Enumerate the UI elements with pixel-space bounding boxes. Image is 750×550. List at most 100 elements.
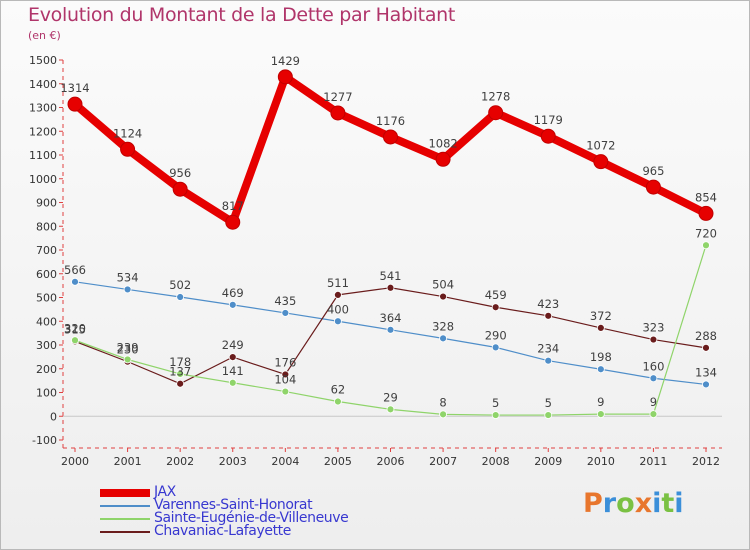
y-tick-label: 200 [36, 363, 57, 376]
y-tick-label: 700 [36, 244, 57, 257]
y-tick-label: 1000 [29, 173, 57, 186]
brand-letter: P [583, 488, 603, 519]
x-tick-label: 2008 [482, 455, 510, 468]
data-label: 178 [169, 355, 191, 369]
data-point [228, 300, 237, 309]
y-tick-label: -100 [32, 434, 57, 447]
data-point [172, 181, 188, 197]
data-point [123, 285, 132, 294]
data-label: 1277 [323, 90, 352, 104]
data-label: 469 [222, 286, 244, 300]
data-point [67, 96, 83, 112]
data-point [491, 411, 500, 419]
x-tick-label: 2005 [324, 455, 352, 468]
x-tick-label: 2010 [587, 455, 615, 468]
data-label: 249 [222, 338, 244, 352]
data-point [281, 387, 290, 396]
brand-logo: Proxiti [583, 488, 684, 519]
y-tick-label: 1300 [29, 102, 57, 115]
data-point [330, 105, 346, 121]
data-label: 62 [331, 383, 346, 397]
x-tick-label: 2006 [377, 455, 405, 468]
data-label: 459 [485, 288, 507, 302]
data-label: 137 [169, 365, 191, 379]
y-tick-label: 1400 [29, 78, 57, 91]
chart-axes: -100 0 100 200 300 400 500 600 700 800 900 1000 1100… [29, 54, 722, 468]
data-point [123, 355, 132, 364]
data-point [596, 323, 605, 332]
brand-letter: o [616, 488, 635, 519]
data-point [120, 141, 136, 157]
legend-label: Varennes-Saint-Honorat [154, 497, 313, 513]
data-point [593, 154, 609, 170]
data-point [702, 343, 710, 352]
data-label: 504 [432, 278, 454, 292]
data-label: 372 [590, 309, 612, 323]
y-tick-label: 100 [36, 387, 57, 400]
data-label: 5 [492, 396, 499, 410]
data-point [386, 325, 395, 334]
data-point [281, 370, 290, 379]
data-label: 290 [485, 328, 507, 342]
data-point [491, 303, 500, 312]
legend-swatch [100, 505, 150, 507]
legend-label: JAX [154, 484, 176, 500]
data-label: 400 [327, 302, 349, 316]
legend-swatch [100, 489, 150, 497]
data-point [439, 292, 447, 301]
data-point [596, 410, 605, 419]
data-point [645, 179, 661, 195]
y-tick-label: 500 [36, 292, 57, 305]
data-label: 956 [169, 166, 191, 180]
data-label: 5 [545, 396, 552, 410]
data-point [698, 205, 714, 221]
data-label: 234 [537, 342, 559, 356]
data-label: 315 [64, 322, 86, 336]
data-point [334, 290, 342, 299]
y-tick-label: 0 [50, 410, 57, 423]
data-point [71, 277, 79, 286]
data-label: 29 [383, 390, 398, 404]
data-label: 9 [650, 395, 657, 409]
data-point [596, 365, 605, 374]
data-point [334, 397, 342, 406]
data-label: 176 [274, 355, 296, 369]
data-label: 1124 [113, 126, 142, 140]
data-label: 1429 [271, 54, 300, 68]
data-label: 1072 [586, 139, 615, 153]
y-tick-label: 300 [36, 339, 57, 352]
data-label: 1176 [376, 114, 405, 128]
data-point [225, 214, 241, 230]
data-point [544, 311, 553, 320]
data-point [176, 379, 185, 388]
x-tick-label: 2012 [692, 455, 720, 468]
x-tick-label: 2003 [219, 455, 247, 468]
data-label: 1278 [481, 90, 510, 104]
data-label: 364 [380, 311, 402, 325]
data-label: 328 [432, 319, 454, 333]
chart-unit: (en €) [28, 29, 61, 42]
brand-letter: i [652, 488, 662, 519]
data-label: 1082 [428, 136, 457, 150]
y-tick-label: 1100 [29, 149, 57, 162]
x-tick-label: 2002 [166, 455, 194, 468]
data-label: 965 [642, 164, 664, 178]
data-labels-layer: 1314 1124 956 817 1429 1277 1176 1082 1278 1179 10… [60, 54, 717, 410]
data-label: 198 [590, 350, 612, 364]
data-label: 502 [169, 278, 191, 292]
data-label: 720 [695, 226, 717, 240]
data-point [649, 374, 658, 383]
data-label: 288 [695, 329, 717, 343]
data-point [649, 335, 658, 344]
legend-swatch [100, 531, 150, 533]
data-label: 8 [439, 395, 446, 409]
data-label: 854 [695, 190, 717, 204]
data-label: 323 [642, 321, 664, 335]
legend-swatch [100, 518, 150, 520]
data-point [71, 336, 79, 345]
data-point [702, 241, 710, 250]
x-tick-label: 2011 [639, 455, 667, 468]
data-label: 1314 [60, 81, 89, 95]
